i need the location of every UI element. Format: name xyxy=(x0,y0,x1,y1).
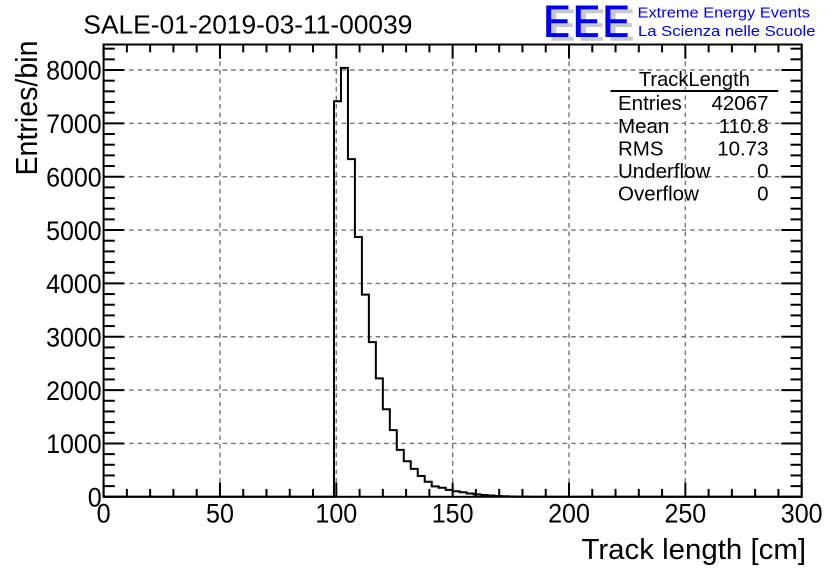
svg-text:50: 50 xyxy=(206,498,234,529)
svg-text:10.73: 10.73 xyxy=(717,137,768,160)
svg-text:6000: 6000 xyxy=(46,161,102,192)
svg-text:Underflow: Underflow xyxy=(618,160,710,183)
svg-text:TrackLength: TrackLength xyxy=(639,68,750,91)
svg-text:Track length [cm]: Track length [cm] xyxy=(582,534,807,566)
svg-text:7000: 7000 xyxy=(46,108,102,139)
svg-text:300: 300 xyxy=(781,498,823,529)
svg-text:SALE-01-2019-03-11-00039: SALE-01-2019-03-11-00039 xyxy=(83,9,412,39)
svg-text:110.8: 110.8 xyxy=(719,115,769,138)
svg-text:0: 0 xyxy=(757,160,768,183)
svg-text:Mean: Mean xyxy=(618,115,669,138)
svg-text:8000: 8000 xyxy=(46,55,102,86)
svg-text:0: 0 xyxy=(97,498,111,529)
svg-text:3000: 3000 xyxy=(46,321,102,352)
svg-text:150: 150 xyxy=(432,498,474,529)
svg-text:Overflow: Overflow xyxy=(618,183,699,206)
svg-text:0: 0 xyxy=(757,183,768,206)
svg-text:4000: 4000 xyxy=(46,268,102,299)
svg-text:5000: 5000 xyxy=(46,215,102,246)
svg-text:200: 200 xyxy=(548,498,590,529)
svg-text:RMS: RMS xyxy=(618,137,664,160)
svg-text:100: 100 xyxy=(315,498,357,529)
svg-text:1000: 1000 xyxy=(46,428,102,459)
svg-text:2000: 2000 xyxy=(46,375,102,406)
svg-text:0: 0 xyxy=(88,482,102,513)
svg-text:250: 250 xyxy=(664,498,706,529)
svg-text:La Scienza nelle Scuole: La Scienza nelle Scuole xyxy=(638,24,816,40)
svg-text:Entries/bin: Entries/bin xyxy=(9,41,44,176)
svg-text:42067: 42067 xyxy=(711,92,768,115)
svg-text:Extreme Energy Events: Extreme Energy Events xyxy=(638,5,811,21)
svg-text:Entries: Entries xyxy=(618,92,682,115)
